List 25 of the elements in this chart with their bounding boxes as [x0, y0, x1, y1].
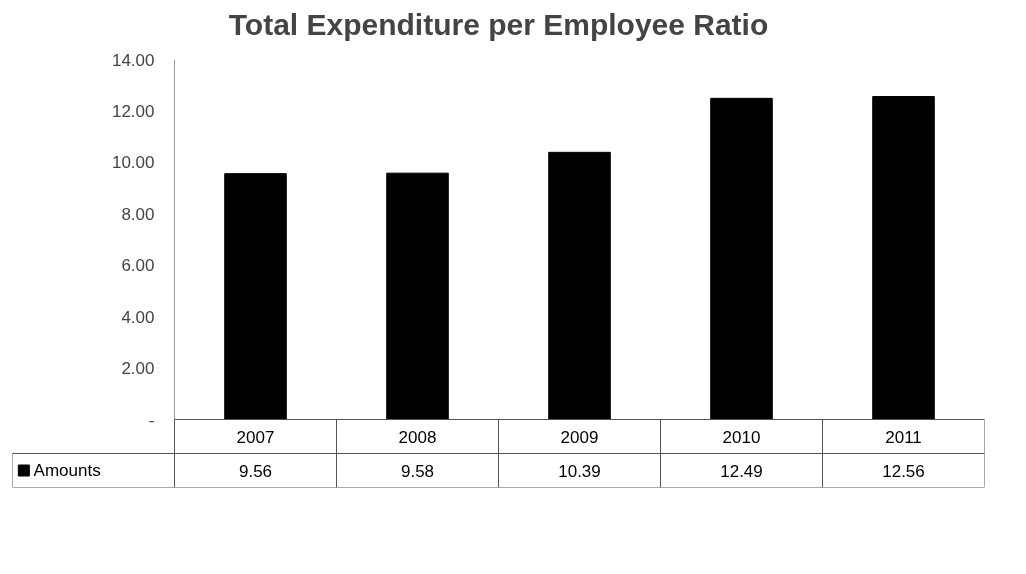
data-label: 9.56 — [238, 461, 273, 481]
y-tick-label: 12.00 — [111, 101, 155, 121]
bar — [548, 151, 611, 420]
data-label: 9.58 — [400, 461, 435, 481]
bar — [224, 173, 287, 420]
x-tick-label: 2008 — [398, 427, 437, 447]
legend-label: Amounts — [33, 461, 101, 480]
data-label: 10.39 — [558, 461, 601, 481]
y-tick-label: 6.00 — [121, 256, 155, 276]
data-label: 12.49 — [720, 461, 763, 481]
x-tick-label: 2010 — [722, 427, 761, 447]
bar — [872, 96, 935, 420]
x-tick-label: 2007 — [236, 427, 275, 447]
y-tick-label: - — [148, 410, 155, 430]
x-tick-label: 2011 — [885, 427, 922, 447]
x-tick-label: 2009 — [560, 427, 599, 447]
chart-title: Total Expenditure per Employee Ratio — [228, 7, 769, 41]
y-tick-label: 2.00 — [121, 359, 155, 379]
bar — [710, 97, 773, 420]
data-label: 12.56 — [882, 461, 925, 481]
y-tick-label: 4.00 — [121, 307, 155, 327]
y-tick-label: 8.00 — [121, 204, 155, 224]
bar — [386, 172, 449, 420]
y-tick-label: 14.00 — [111, 50, 155, 70]
y-tick-label: 10.00 — [111, 153, 155, 173]
